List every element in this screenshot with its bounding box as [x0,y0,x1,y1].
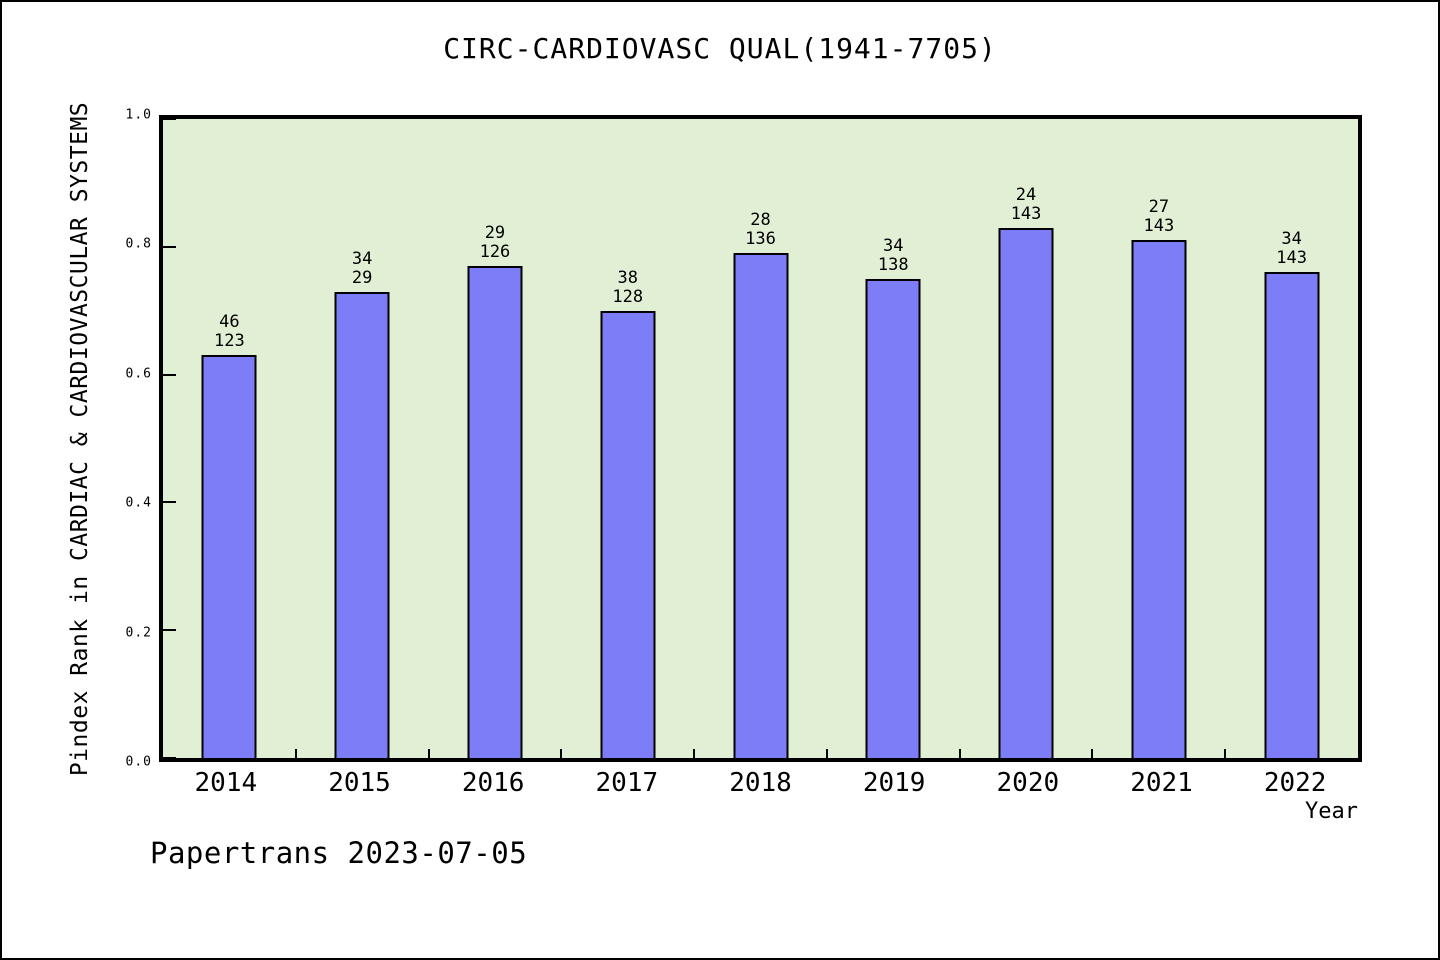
bar-label-line1: 46 [219,312,240,333]
x-tick-label: 2015 [328,768,391,798]
x-minor-tick [560,749,563,758]
bar [600,310,656,758]
chart-title: CIRC-CARDIOVASC QUAL(1941-7705) [443,32,997,65]
y-tick-label: 0.0 [125,754,152,770]
bar-value-label: 28 136 [745,211,776,249]
y-tick-label: 0.6 [125,366,152,382]
y-tick-label: 0.8 [125,236,152,252]
bar-label-line1: 27 [1148,197,1170,218]
bar-value-label: 34 29 [351,248,373,288]
bar-value-label: 38 128 [612,267,644,307]
bar-label-line2: 136 [745,229,776,250]
x-tick-label: 2014 [194,768,258,798]
x-axis-title: Year [1305,799,1358,824]
bar [1131,240,1187,758]
x-minor-tick [958,749,961,758]
bar-label-line2: 143 [1276,248,1307,269]
x-tick-label: 2020 [996,768,1060,798]
y-tick-mark [163,245,176,248]
bar-label-line2: 126 [479,241,511,262]
y-tick-mark [163,757,176,759]
bar-label-line2: 29 [351,267,373,288]
x-tick-label: 2022 [1263,768,1327,798]
x-minor-tick [427,749,430,758]
bar [201,355,257,758]
x-minor-tick [1091,749,1094,758]
y-tick-mark [163,629,176,632]
x-tick-label: 2017 [595,768,659,798]
x-tick-label: 2021 [1130,768,1193,798]
y-tick-label: 0.2 [125,625,152,641]
bar-value-label: 46 123 [214,313,245,351]
bar-label-line2: 123 [214,331,245,352]
bar [865,278,921,758]
bar-label-line1: 38 [617,267,638,288]
bar-value-label: 34 143 [1276,230,1307,268]
bar-label-line1: 34 [351,248,373,269]
bar [998,227,1054,758]
y-axis-tick-labels: 0.0 0.2 0.4 0.6 0.8 1.0 [60,109,152,769]
x-minor-tick [294,749,297,758]
bar-label-line1: 34 [883,235,904,256]
bar-label-line2: 138 [877,254,909,275]
x-minor-tick [693,749,696,758]
bar [733,253,788,758]
bar-label-line1: 28 [750,210,771,231]
y-tick-mark [163,373,176,376]
bar-value-label: 27 143 [1143,198,1174,236]
bar-value-label: 29 126 [479,222,511,262]
x-tick-label: 2018 [729,768,792,798]
y-tick-label: 1.0 [125,107,152,123]
bar-label-line2: 143 [1010,203,1042,224]
bar-label-line1: 29 [484,222,506,243]
bar-value-label: 34 138 [877,235,909,275]
y-tick-mark [163,118,176,120]
y-tick-label: 0.4 [125,495,152,511]
plot-area: 46 123 34 29 29 126 38 128 28 136 34 138 24 143 27 143 3… [159,115,1362,762]
x-minor-tick [825,749,828,758]
bar-label-line2: 128 [612,286,644,307]
bar [467,265,523,758]
bar-label-line1: 34 [1281,229,1302,250]
x-tick-label: 2019 [862,768,926,798]
bar [1264,272,1320,758]
bar [334,291,390,758]
y-tick-mark [163,501,176,504]
bar-label-line1: 24 [1015,184,1037,205]
bar-label-line2: 143 [1143,216,1175,237]
bar-value-label: 24 143 [1010,184,1042,224]
x-minor-tick [1224,749,1227,758]
x-axis-tick-labels: 2014 2015 2016 2017 2018 2019 2020 2021 2022 [159,768,1362,802]
watermark-text: Papertrans 2023-07-05 [150,836,528,870]
x-tick-label: 2016 [461,768,525,798]
